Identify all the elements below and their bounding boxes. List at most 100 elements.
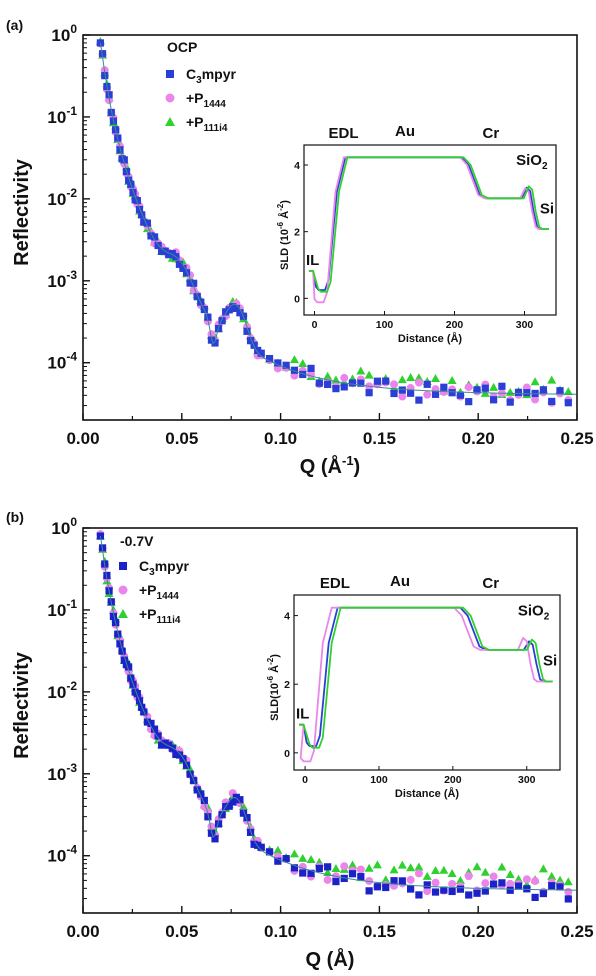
point-mpyrc3 [103,571,111,580]
point-mpyrc3 [197,790,205,798]
inset-x-tick-label: 200 [444,774,462,786]
point-p1444 [323,875,332,884]
point-mpyrc3 [382,377,390,385]
point-mpyrc3 [456,885,465,893]
point-mpyrc3 [357,873,365,881]
point-mpyrc3 [265,848,274,856]
fit-curve [99,42,577,395]
point-mpyrc3 [498,879,506,887]
y-axis-label: Reflectivity [11,651,33,759]
x-tick-label: 0.20 [462,429,495,448]
point-p111i4 [439,865,449,874]
legend-label: C3mpyr [139,558,189,578]
point-mpyrc3 [257,843,265,851]
point-p111i4 [480,867,490,876]
point-mpyrc3 [490,396,498,404]
inset-frame [303,144,557,316]
x-tick-label: 0.00 [66,429,99,448]
point-p1444 [207,330,216,339]
point-mpyrc3 [448,887,456,896]
inset-y-tick-label: 0 [294,293,300,305]
inset-y-label: SLD (10-6 Å-2) [276,200,291,270]
point-mpyrc3 [465,398,473,406]
inset-y-tick-label: 2 [284,679,290,691]
point-p1444 [448,879,457,888]
point-mpyrc3 [193,786,201,794]
point-mpyrc3 [218,811,226,819]
point-mpyrc3 [114,630,122,638]
point-p1444 [340,373,349,382]
point-mpyrc3 [175,751,184,759]
point-mpyrc3 [229,798,237,806]
x-tick-label: 0.15 [363,429,396,448]
legend-marker [118,585,128,595]
point-p1444 [464,383,473,392]
point-mpyrc3 [246,337,255,345]
sld-profile-line [308,156,549,304]
inset-y-tick-label: 4 [294,160,300,172]
point-p111i4 [273,845,283,854]
point-mpyrc3 [179,264,187,272]
point-p111i4 [406,372,416,381]
y-tick-label: 10-4 [47,843,77,866]
point-p111i4 [563,877,573,886]
point-p1444 [356,865,365,874]
point-mpyrc3 [373,377,382,385]
panel-label: (b) [6,509,24,525]
inset-x-tick-label: 100 [370,774,388,786]
point-mpyrc3 [154,732,162,740]
legend: C3mpyr +P1444 +P111i4 [165,66,236,134]
point-mpyrc3 [138,211,146,219]
point-mpyrc3 [190,279,198,287]
point-mpyrc3 [407,389,415,397]
point-mpyrc3 [133,690,141,698]
legend-label: +P1444 [139,582,179,602]
point-p1444 [423,390,432,399]
sld-profile-line [299,606,553,763]
point-p1444 [564,887,573,896]
point-p1444 [481,879,490,888]
point-mpyrc3 [348,870,357,878]
inset-label-edl: EDL [320,575,350,592]
point-p1444 [398,392,407,401]
inset-y-tick-label: 4 [284,611,290,623]
point-mpyrc3 [101,72,109,80]
inset-label-sio2: SiO2 [518,603,550,623]
point-p111i4 [331,863,341,872]
sld-profile-line [308,156,549,293]
point-p111i4 [505,869,515,878]
point-mpyrc3 [440,383,448,391]
y-tick-label: 10-2 [47,679,77,702]
point-p1444 [531,395,540,404]
point-mpyrc3 [473,889,481,897]
point-p111i4 [514,874,524,883]
point-mpyrc3 [218,317,226,325]
point-mpyrc3 [274,359,282,367]
point-mpyrc3 [548,882,556,890]
y-tick-label: 10-3 [47,268,77,291]
point-mpyrc3 [398,386,406,394]
x-tick-label: 0.20 [462,922,495,941]
x-tick-label: 0.15 [363,922,396,941]
point-mpyrc3 [564,399,572,407]
point-mpyrc3 [168,744,176,752]
point-mpyrc3 [398,877,406,885]
panel-a: (a) 0.00 0.05 0.10 0.15 0.20 0.25 100 10-1 10-2… [6,17,594,478]
point-mpyrc3 [481,384,489,392]
point-mpyrc3 [324,380,332,389]
point-p1444 [365,876,374,885]
point-p111i4 [489,382,499,391]
point-p111i4 [356,366,366,375]
point-mpyrc3 [290,864,299,872]
x-tick-label: 0.10 [264,922,297,941]
point-mpyrc3 [118,647,126,655]
inset-x-tick-label: 300 [516,319,534,331]
inset-y-tick-label: 0 [284,748,290,760]
point-p111i4 [289,849,299,858]
point-mpyrc3 [423,380,431,388]
point-mpyrc3 [357,379,365,387]
point-mpyrc3 [307,364,315,372]
y-tick-label: 10-3 [47,761,77,784]
point-p1444 [406,875,415,884]
point-mpyrc3 [265,354,274,363]
